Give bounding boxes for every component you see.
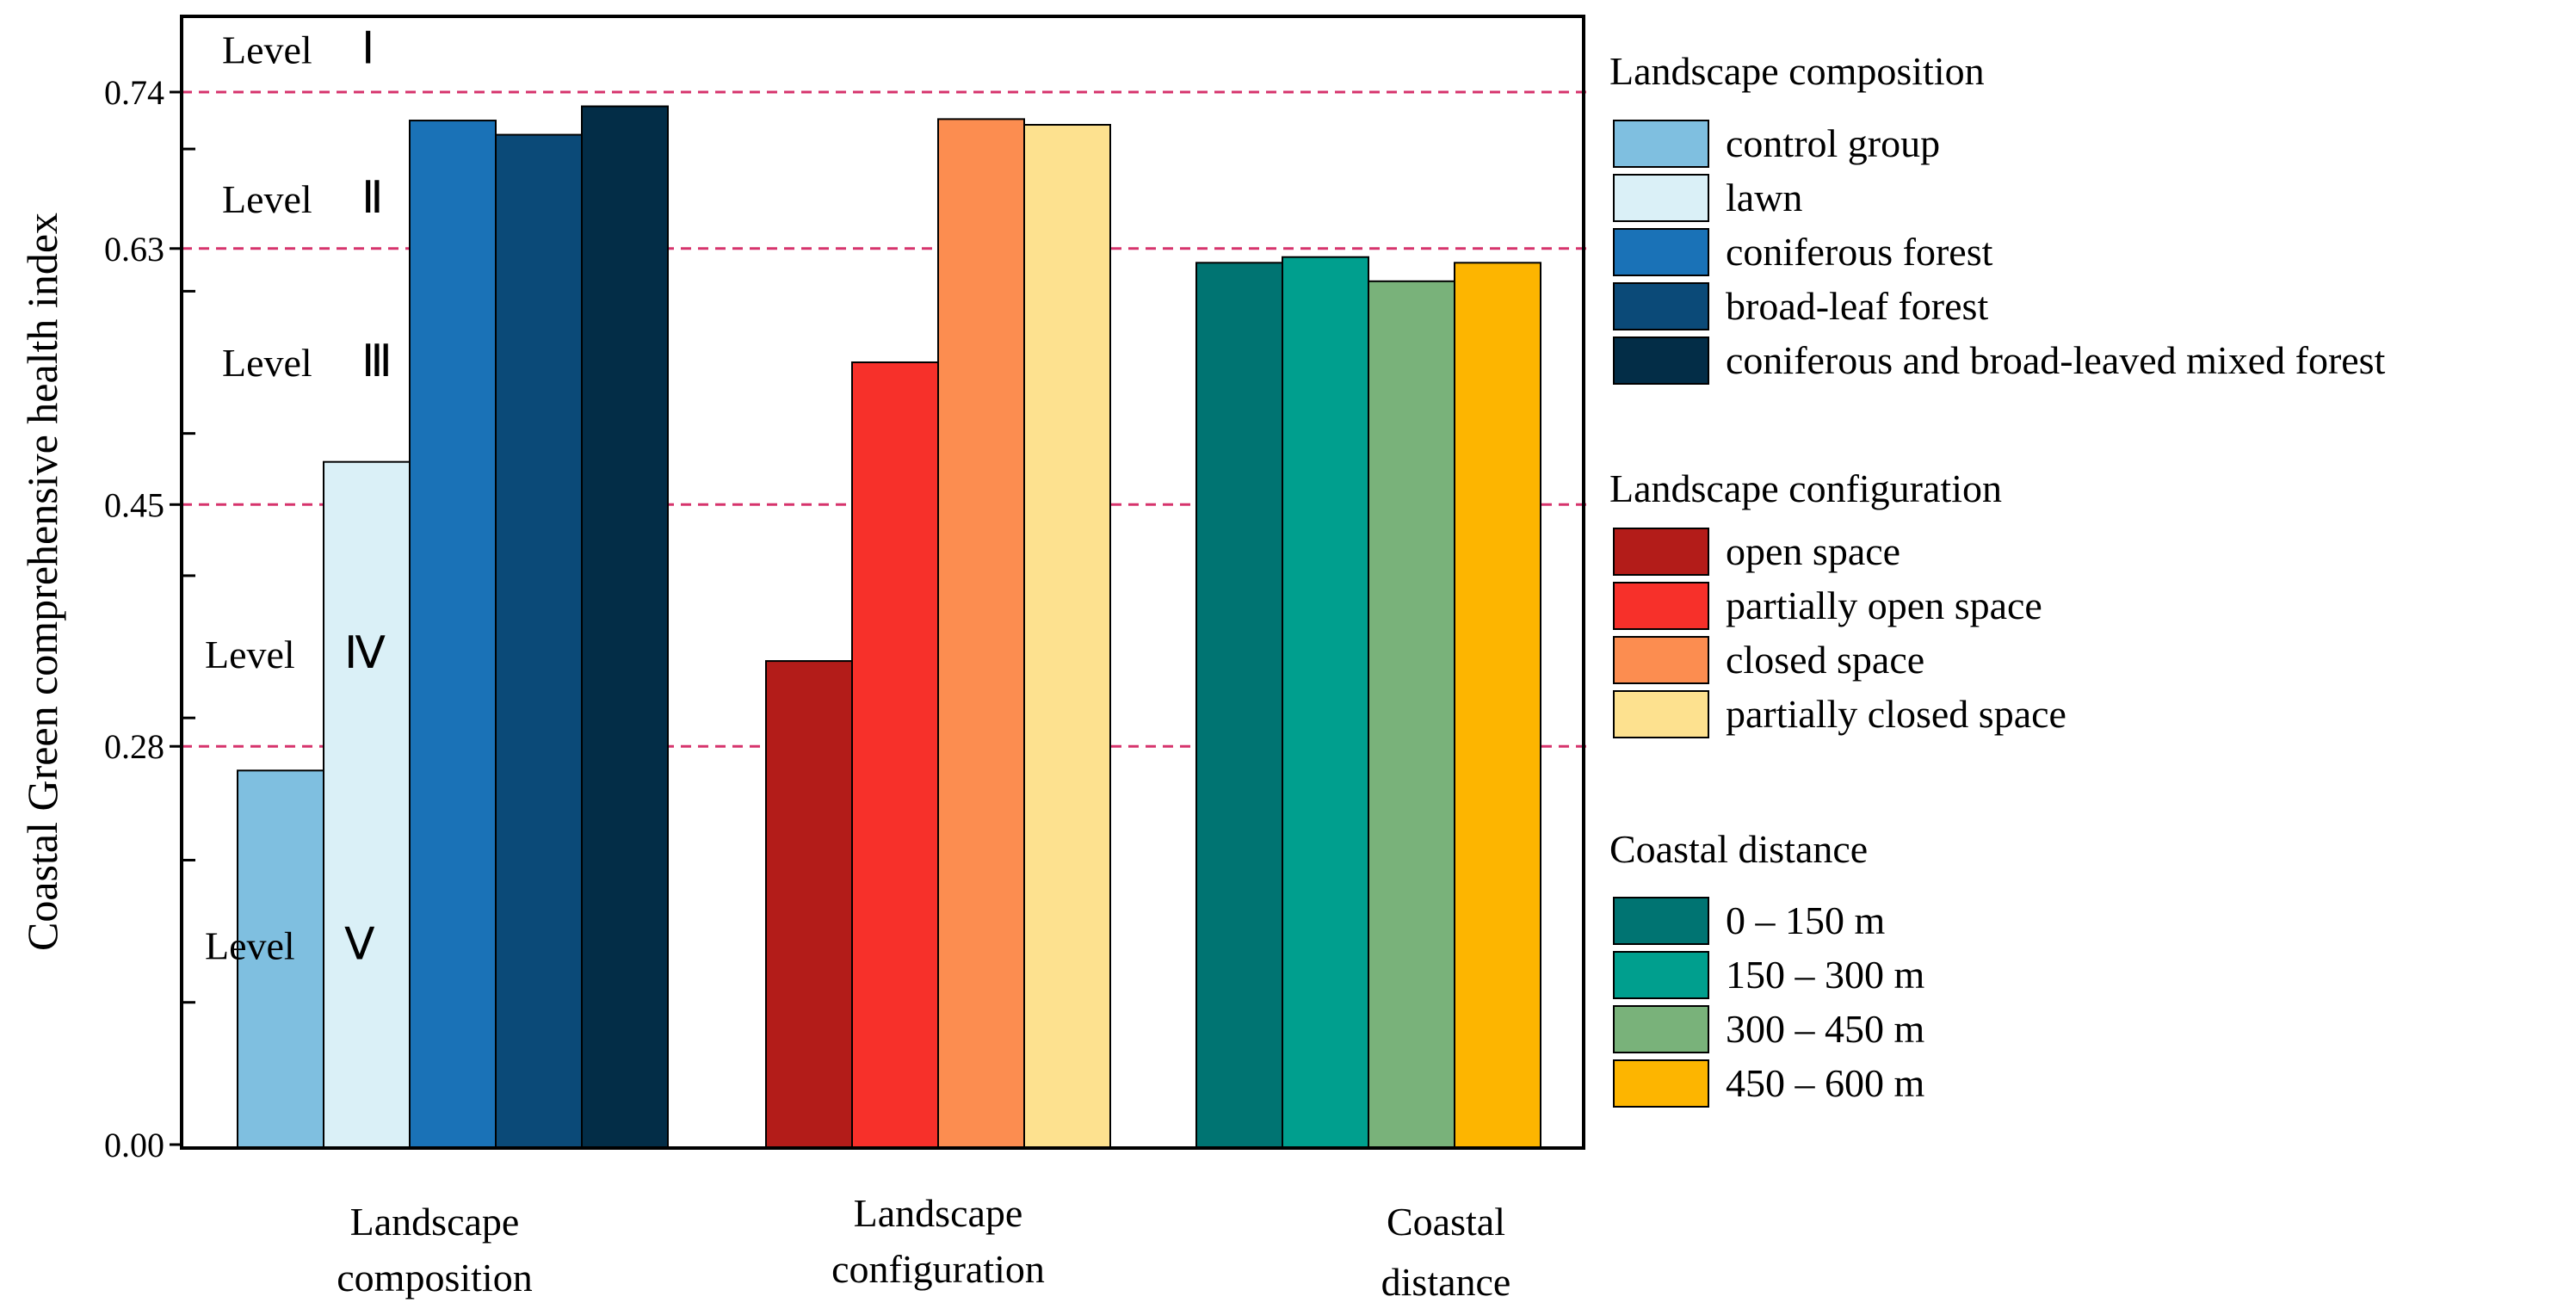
legend-label: control group <box>1726 121 1940 165</box>
x-group-label: composition <box>337 1256 532 1300</box>
y-axis-title: Coastal Green comprehensive health index <box>18 213 66 951</box>
legend-swatch <box>1613 120 1709 168</box>
legend-swatch <box>1613 690 1709 738</box>
legend-title: Landscape configuration <box>1609 466 2002 510</box>
legend-label: 0 – 150 m <box>1726 898 1886 942</box>
legend-label: partially closed space <box>1726 692 2066 736</box>
legend-swatch <box>1613 1059 1709 1108</box>
legend-swatch <box>1613 528 1709 576</box>
y-tick-label: 0.00 <box>104 1126 164 1164</box>
legend-label: partially open space <box>1726 583 2042 627</box>
bar <box>495 133 583 1150</box>
level-numeral: Ⅲ <box>361 336 392 386</box>
legend-swatch <box>1613 174 1709 222</box>
legend-label: 150 – 300 m <box>1726 953 1925 997</box>
x-group-label: Landscape <box>854 1191 1023 1235</box>
legend: Landscape composition control group lawn co… <box>1609 49 2386 1108</box>
x-group-label: Landscape <box>350 1200 520 1244</box>
x-group-label: configuration <box>831 1247 1045 1291</box>
group-labels: Landscape composition Landscape configurati… <box>337 1191 1510 1304</box>
legend-swatch <box>1613 282 1709 330</box>
legend-label: coniferous forest <box>1726 230 1993 274</box>
legend-swatch <box>1613 951 1709 999</box>
legend-label: closed space <box>1726 638 1924 682</box>
legend-label: 300 – 450 m <box>1726 1007 1925 1051</box>
bar <box>1023 124 1111 1149</box>
y-tick-label: 0.45 <box>104 485 164 524</box>
bar <box>1195 262 1283 1149</box>
bar <box>765 660 853 1149</box>
bar <box>1282 256 1369 1149</box>
y-tick-label: 0.28 <box>104 727 164 766</box>
legend-label: broad-leaf forest <box>1726 284 1988 328</box>
legend-title: Coastal distance <box>1609 827 1868 871</box>
legend-label: 450 – 600 m <box>1726 1061 1925 1105</box>
plot-frame <box>180 15 1585 1150</box>
legend-swatch <box>1613 336 1709 385</box>
legend-title: Landscape composition <box>1609 49 1985 93</box>
bar <box>1368 280 1455 1149</box>
level-numeral: Ⅴ <box>344 920 375 970</box>
bar <box>323 460 411 1149</box>
level-label: Level <box>205 633 295 676</box>
level-numeral: Ⅱ <box>361 173 384 223</box>
y-axis: 0.00 0.28 0.45 0.63 0.74 <box>104 73 195 1164</box>
y-tick-label: 0.63 <box>104 230 164 269</box>
y-tick-label: 0.74 <box>104 73 164 112</box>
level-labels: Level Ⅰ Level Ⅱ Level Ⅲ Level Ⅳ Level Ⅴ <box>205 23 392 969</box>
level-numeral: Ⅳ <box>344 628 386 678</box>
bar <box>937 118 1025 1149</box>
level-label: Level <box>222 28 312 71</box>
bar <box>851 361 939 1150</box>
bar <box>409 120 497 1149</box>
legend-swatch <box>1613 228 1709 276</box>
legend-swatch <box>1613 897 1709 945</box>
bars <box>237 105 1541 1150</box>
x-group-label: Coastal <box>1387 1200 1505 1244</box>
legend-label: open space <box>1726 529 1900 573</box>
legend-label: coniferous and broad-leaved mixed forest <box>1726 338 2386 382</box>
level-label: Level <box>222 177 312 221</box>
legend-swatch <box>1613 582 1709 630</box>
level-label: Level <box>222 341 312 385</box>
level-numeral: Ⅰ <box>361 23 374 73</box>
x-group-label: distance <box>1381 1260 1511 1304</box>
bar <box>581 105 669 1150</box>
bar <box>1454 262 1541 1149</box>
level-label: Level <box>205 924 295 968</box>
legend-swatch <box>1613 1005 1709 1053</box>
legend-label: lawn <box>1726 176 1802 219</box>
legend-swatch <box>1613 636 1709 684</box>
